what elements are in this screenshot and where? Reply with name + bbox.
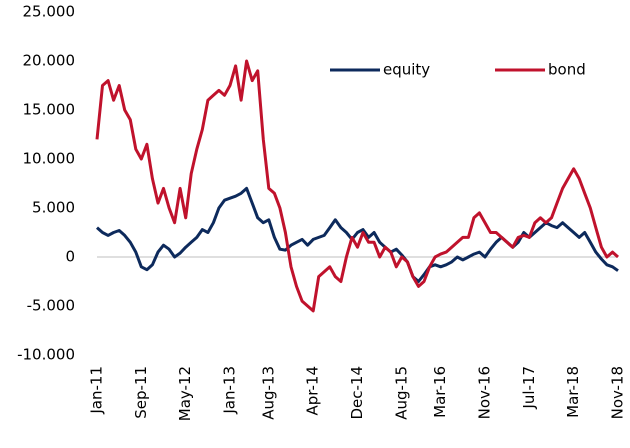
x-tick-label: Jan-11 xyxy=(88,366,106,415)
y-tick-label: -10.000 xyxy=(17,346,75,364)
y-tick-label: 5.000 xyxy=(32,199,75,217)
series-line xyxy=(96,186,619,283)
series-line xyxy=(95,59,619,313)
x-tick-label: Aug-13 xyxy=(259,366,277,420)
y-tick-label: -5.000 xyxy=(27,297,75,315)
x-tick-label: Jan-13 xyxy=(221,366,239,415)
y-tick-label: 25.000 xyxy=(23,3,76,21)
x-tick-label: Jul-17 xyxy=(520,366,538,410)
legend-label: bond xyxy=(548,61,586,79)
x-tick-label: Nov-16 xyxy=(475,366,493,419)
x-tick-label: Mar-16 xyxy=(431,366,449,418)
y-tick-label: 20.000 xyxy=(23,52,76,70)
x-tick-label: Apr-14 xyxy=(304,366,322,416)
y-tick-label: 10.000 xyxy=(23,150,76,168)
legend-label: equity xyxy=(383,61,430,79)
y-tick-label: 15.000 xyxy=(23,101,76,119)
x-tick-label: Aug-15 xyxy=(392,366,410,420)
x-tick-label: Mar-18 xyxy=(564,366,582,418)
x-tick-label: Sep-11 xyxy=(132,366,150,419)
x-tick-label: May-12 xyxy=(176,366,194,421)
x-tick-label: Dec-14 xyxy=(348,366,366,420)
y-tick-label: 0 xyxy=(65,248,75,266)
x-tick-label: Nov-18 xyxy=(609,366,627,419)
